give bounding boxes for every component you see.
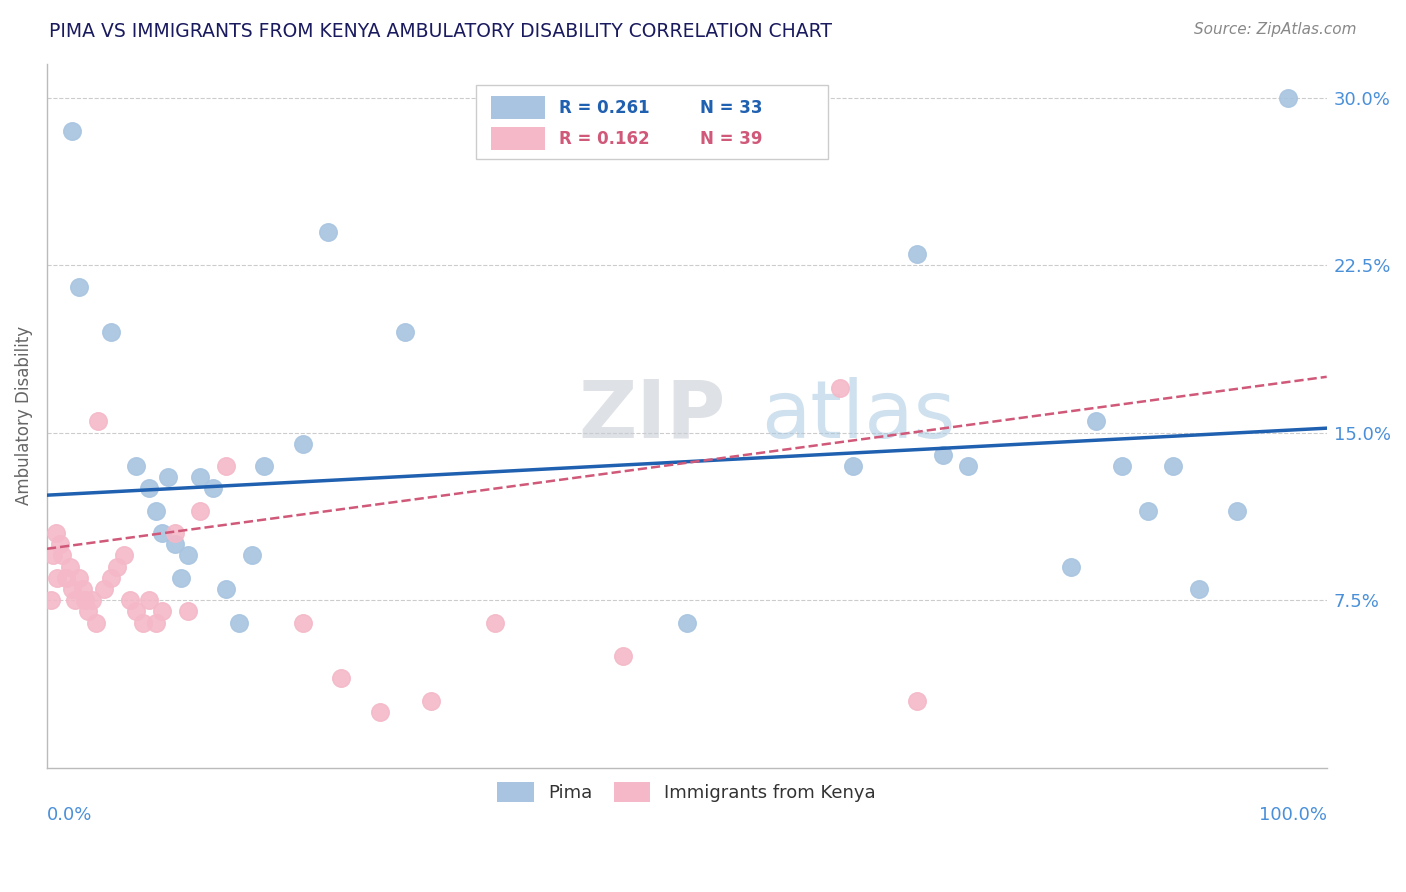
Point [67,280,90,294]
FancyBboxPatch shape [475,85,828,159]
Point [125,459,148,474]
Point [105,559,128,574]
Text: N = 39: N = 39 [700,129,762,148]
Point [112,549,135,563]
Point [100,325,122,339]
Point [48,537,70,551]
Point [1085,414,1108,428]
Point [72,582,94,596]
Point [125,604,148,618]
Text: 100.0%: 100.0% [1258,806,1327,824]
Point [45,526,67,541]
Point [905,694,928,708]
Y-axis label: Ambulatory Disability: Ambulatory Disability [15,326,32,506]
Point [163,537,186,551]
Legend: Pima, Immigrants from Kenya: Pima, Immigrants from Kenya [488,772,886,812]
Point [842,459,865,474]
Point [368,705,391,719]
Point [145,504,167,518]
Point [170,571,193,585]
Point [291,437,314,451]
Point [87,414,110,428]
Point [150,526,173,541]
Point [240,549,263,563]
Point [190,470,212,484]
Point [394,325,416,339]
Point [330,671,353,685]
Point [62,124,84,138]
Point [215,582,238,596]
Point [1136,504,1159,518]
Bar [491,96,544,119]
Point [100,571,122,585]
Point [675,615,697,630]
Point [419,694,441,708]
Point [612,648,634,663]
Point [176,549,198,563]
Point [1188,582,1211,596]
Point [957,459,980,474]
Point [42,549,65,563]
Text: R = 0.162: R = 0.162 [558,129,650,148]
Text: atlas: atlas [761,377,956,455]
Point [145,615,167,630]
Point [84,615,107,630]
Point [59,559,82,574]
Point [132,615,155,630]
Point [157,470,180,484]
Point [202,482,225,496]
Point [1277,90,1299,104]
Point [62,582,84,596]
Point [228,615,250,630]
Point [80,593,103,607]
Text: N = 33: N = 33 [700,99,762,117]
Point [138,482,160,496]
Point [51,549,73,563]
Point [932,448,955,462]
Point [253,459,276,474]
Point [1161,459,1184,474]
Point [39,593,62,607]
Point [67,571,90,585]
Point [76,604,98,618]
Point [163,526,186,541]
Point [63,593,86,607]
Point [1226,504,1249,518]
Point [1060,559,1083,574]
Point [830,381,852,395]
Point [484,615,506,630]
Point [1111,459,1133,474]
Text: Source: ZipAtlas.com: Source: ZipAtlas.com [1194,22,1357,37]
Text: R = 0.261: R = 0.261 [558,99,650,117]
Point [190,504,212,518]
Point [120,593,142,607]
Point [215,459,238,474]
Point [905,247,928,261]
Point [46,571,69,585]
Text: ZIP: ZIP [578,377,725,455]
Point [55,571,77,585]
Point [75,593,97,607]
Point [138,593,160,607]
Point [318,225,340,239]
Point [93,582,115,596]
Text: 0.0%: 0.0% [46,806,93,824]
Point [176,604,198,618]
Point [150,604,173,618]
Point [291,615,314,630]
Bar [491,128,544,150]
Text: PIMA VS IMMIGRANTS FROM KENYA AMBULATORY DISABILITY CORRELATION CHART: PIMA VS IMMIGRANTS FROM KENYA AMBULATORY… [49,22,832,41]
